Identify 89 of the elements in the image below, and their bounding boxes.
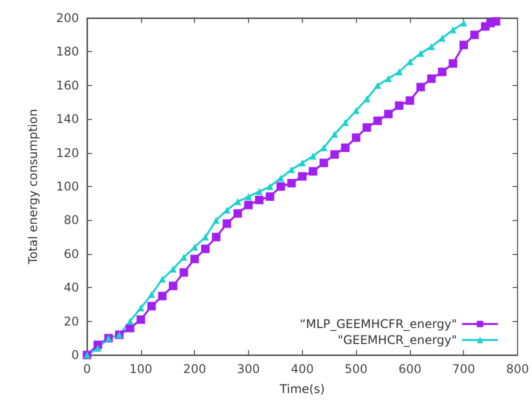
point [320,158,328,168]
y-tick-label: 60 [64,246,79,261]
point [330,150,339,159]
point [417,50,424,57]
y-tick-label: 100 [56,180,79,194]
point [396,68,403,76]
point [298,172,307,181]
point [492,17,500,26]
y-tick-label: 140 [56,112,79,126]
y-tick-label: 200 [56,11,79,25]
point [190,254,199,264]
point [137,304,144,312]
point [438,34,446,42]
point [233,209,242,218]
point [170,266,177,273]
point [222,219,232,228]
y-axis-title: Total energy consumption [26,108,40,266]
point [310,152,317,160]
x-tick-label: 700 [452,362,476,376]
point [266,192,274,201]
point [276,182,285,191]
point [308,167,318,176]
point [126,324,134,332]
y-tick-label: 160 [56,78,79,92]
point [427,74,436,83]
y-tick-label: 80 [64,213,79,228]
y-tick-label: 0 [71,348,79,362]
x-tick-label: 100 [129,362,152,376]
point [438,68,446,76]
point [126,318,134,325]
point [168,282,178,290]
point [428,43,435,50]
point [363,95,370,102]
point [244,200,253,210]
point [342,118,349,126]
point [147,302,156,310]
x-tick-label: 200 [183,362,206,376]
point [277,174,284,182]
x-axis-title: Time(s) [278,382,325,396]
point [384,110,393,118]
point [180,254,188,261]
point [244,193,252,200]
point [136,315,146,324]
point [287,178,296,188]
point [394,101,404,110]
point [470,30,479,40]
y-tick-label: 20 [64,314,79,328]
point [362,123,372,132]
point [448,59,458,68]
point [158,276,166,283]
x-tick-label: 300 [237,362,260,376]
point [288,166,296,174]
x-tick-label: 600 [398,362,422,376]
point [191,244,198,251]
legend-label: “MLP_GEEMHCFR_energy" [300,317,457,331]
point [158,292,167,300]
point [341,143,350,152]
point [201,244,210,254]
y-tick-label: 40 [64,280,79,295]
point [320,144,328,152]
point [406,96,414,105]
point [256,188,263,196]
point [459,40,468,50]
point [384,75,392,82]
point [331,130,338,138]
point [298,159,306,166]
point [234,198,242,206]
point [460,20,468,27]
point [374,82,382,89]
point [373,116,382,126]
point [212,232,220,242]
x-tick-label: 400 [290,362,314,376]
point [352,133,360,142]
y-tick-label: 180 [56,44,79,59]
x-tick-label: 0 [83,362,91,376]
point [449,26,456,34]
legend-label: "GEEMHCR_energy" [338,333,457,347]
point [180,268,188,277]
x-tick-label: 500 [344,362,368,376]
point [94,344,102,352]
point [223,206,230,214]
x-tick-label: 800 [506,362,529,376]
point [416,82,425,92]
point [352,107,360,114]
y-tick-label: 120 [56,146,79,160]
point [254,196,264,204]
point [212,216,220,224]
point [266,183,274,190]
point [148,290,156,298]
